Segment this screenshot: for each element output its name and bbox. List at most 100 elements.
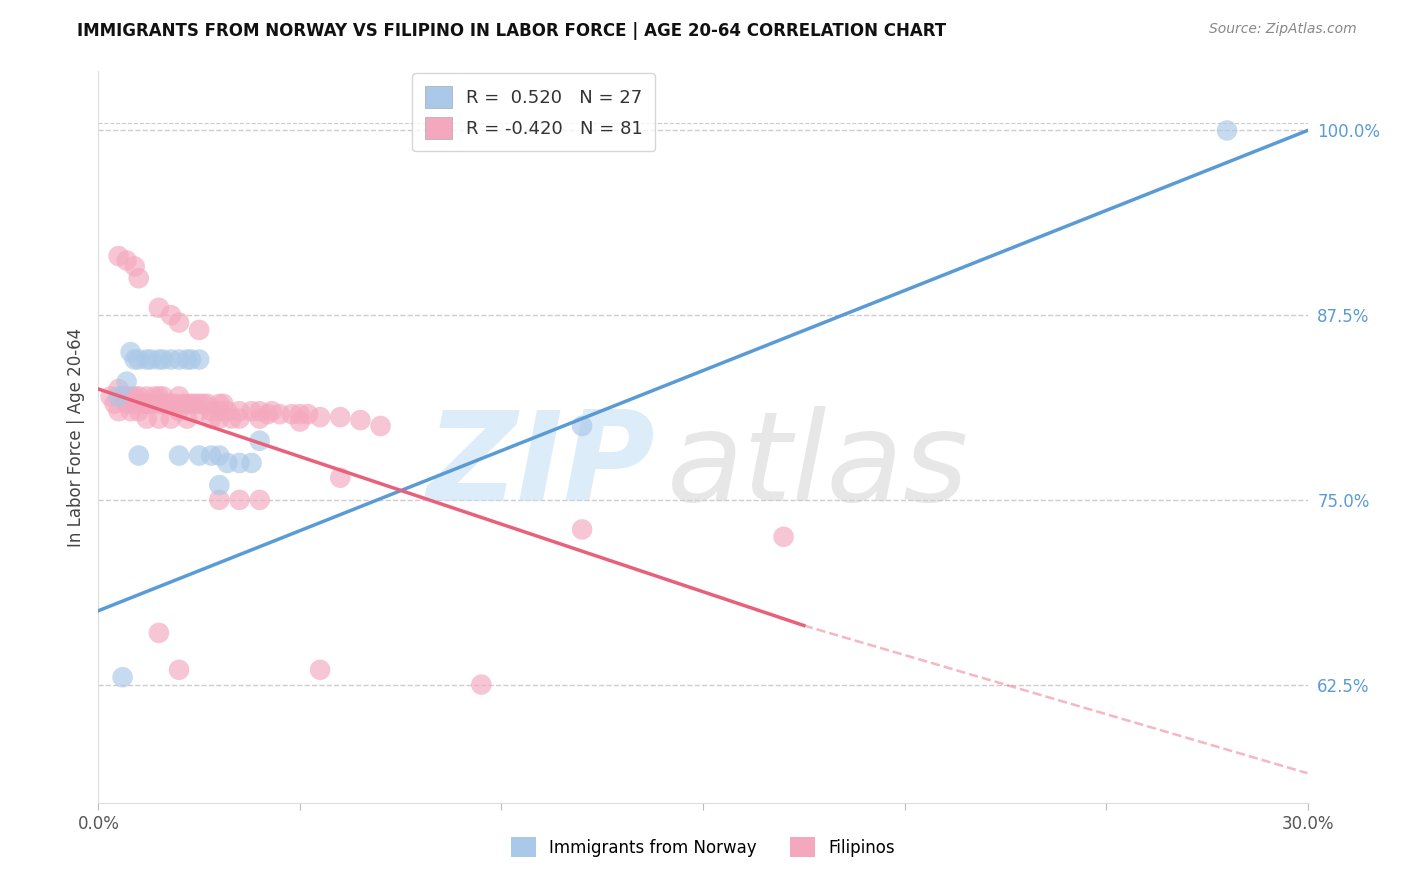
Point [470, 677, 492, 691]
Point [135, 389, 157, 403]
Point [281, 407, 304, 421]
Point [228, 411, 250, 425]
Point [148, 397, 170, 411]
Point [249, 411, 271, 425]
Point [240, 404, 263, 418]
Point [208, 449, 231, 463]
Point [228, 404, 250, 418]
Point [115, 397, 138, 411]
Point [288, 415, 311, 429]
Point [208, 411, 231, 425]
Point [124, 389, 146, 403]
Point [188, 397, 211, 411]
Point [571, 419, 593, 434]
Point [193, 397, 215, 411]
Point [370, 419, 392, 434]
Point [297, 407, 319, 421]
Point [208, 397, 231, 411]
Point [167, 316, 190, 330]
Point [128, 352, 150, 367]
Point [167, 389, 190, 403]
Text: ZIP: ZIP [426, 406, 655, 527]
Point [180, 352, 202, 367]
Point [163, 397, 186, 411]
Point [128, 449, 150, 463]
Point [249, 434, 271, 448]
Legend: Immigrants from Norway, Filipinos: Immigrants from Norway, Filipinos [505, 830, 901, 864]
Point [152, 397, 174, 411]
Point [152, 389, 174, 403]
Point [269, 407, 291, 421]
Text: IMMIGRANTS FROM NORWAY VS FILIPINO IN LABOR FORCE | AGE 20-64 CORRELATION CHART: IMMIGRANTS FROM NORWAY VS FILIPINO IN LA… [77, 22, 946, 40]
Point [167, 663, 190, 677]
Point [160, 397, 183, 411]
Point [100, 389, 122, 403]
Point [160, 411, 183, 425]
Point [200, 411, 222, 425]
Point [195, 397, 218, 411]
Point [143, 389, 166, 403]
Point [184, 397, 207, 411]
Point [349, 413, 371, 427]
Point [208, 478, 231, 492]
Point [148, 389, 170, 403]
Point [120, 404, 142, 418]
Point [107, 404, 129, 418]
Point [329, 410, 352, 425]
Point [167, 404, 190, 418]
Point [176, 411, 198, 425]
Point [167, 449, 190, 463]
Point [115, 389, 138, 403]
Point [200, 449, 222, 463]
Point [107, 389, 129, 403]
Point [156, 397, 179, 411]
Point [107, 249, 129, 263]
Text: Source: ZipAtlas.com: Source: ZipAtlas.com [1209, 22, 1357, 37]
Point [148, 301, 170, 315]
Point [124, 352, 146, 367]
Point [135, 352, 157, 367]
Point [167, 352, 190, 367]
Point [309, 663, 332, 677]
Point [124, 260, 146, 274]
Point [139, 397, 162, 411]
Point [152, 352, 174, 367]
Point [249, 492, 271, 507]
Point [139, 352, 162, 367]
Point [128, 271, 150, 285]
Point [115, 253, 138, 268]
Point [309, 410, 332, 425]
Point [221, 411, 243, 425]
Point [111, 389, 134, 403]
Point [1216, 123, 1239, 137]
Point [208, 404, 231, 418]
Point [200, 404, 222, 418]
Point [124, 397, 146, 411]
Point [240, 456, 263, 470]
Point [120, 345, 142, 359]
Point [135, 397, 157, 411]
Point [212, 397, 235, 411]
Point [228, 492, 250, 507]
Point [217, 456, 239, 470]
Point [772, 530, 794, 544]
Point [148, 625, 170, 640]
Point [176, 397, 198, 411]
Point [111, 670, 134, 684]
Point [188, 449, 211, 463]
Point [172, 397, 194, 411]
Point [249, 404, 271, 418]
Point [148, 352, 170, 367]
Point [103, 397, 125, 411]
Point [188, 404, 211, 418]
Point [160, 352, 183, 367]
Text: atlas: atlas [666, 406, 969, 527]
Point [256, 407, 278, 421]
Point [128, 404, 150, 418]
Point [132, 397, 155, 411]
Point [148, 411, 170, 425]
Point [107, 382, 129, 396]
Point [160, 308, 183, 322]
Point [217, 404, 239, 418]
Point [208, 492, 231, 507]
